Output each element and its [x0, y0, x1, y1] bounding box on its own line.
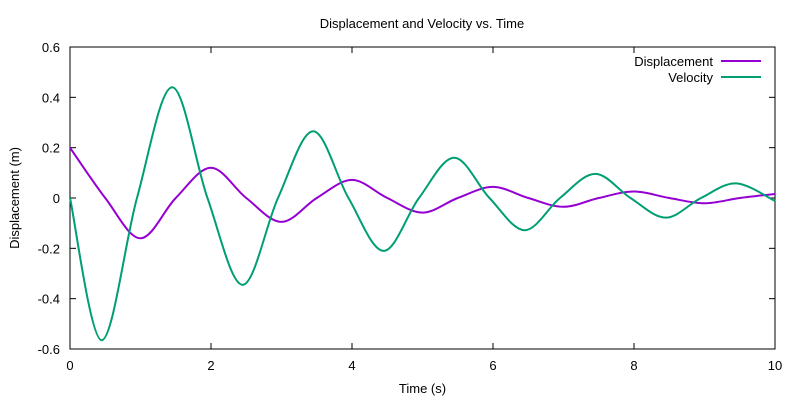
- series-lines: [69, 86, 776, 342]
- y-axis-title: Displacement (m): [7, 147, 22, 249]
- y-tick-label: -0.4: [38, 292, 60, 307]
- y-tick-label: -0.6: [38, 342, 60, 357]
- chart-title: Displacement and Velocity vs. Time: [320, 16, 524, 31]
- series-line-velocity: [69, 86, 776, 342]
- x-tick-label: 4: [348, 358, 355, 373]
- x-tick-label: 0: [66, 358, 73, 373]
- axis-ticks: 0 2 4 6 8 10 -0.6 -0.4 -0.2 0 0.2 0.4 0.6: [38, 40, 783, 373]
- x-tick-label: 8: [630, 358, 637, 373]
- y-tick-label: 0.4: [42, 90, 60, 105]
- series-line-displacement: [69, 147, 776, 240]
- x-axis-title: Time (s): [399, 381, 446, 396]
- y-tick-label: 0: [53, 191, 60, 206]
- x-tick-label: 2: [207, 358, 214, 373]
- y-tick-label: 0.2: [42, 141, 60, 156]
- y-tick-label: 0.6: [42, 40, 60, 55]
- legend-label-velocity: Velocity: [668, 70, 713, 85]
- x-tick-label: 10: [768, 358, 782, 373]
- y-tick-label: -0.2: [38, 241, 60, 256]
- legend-label-displacement: Displacement: [634, 54, 713, 69]
- x-tick-label: 6: [489, 358, 496, 373]
